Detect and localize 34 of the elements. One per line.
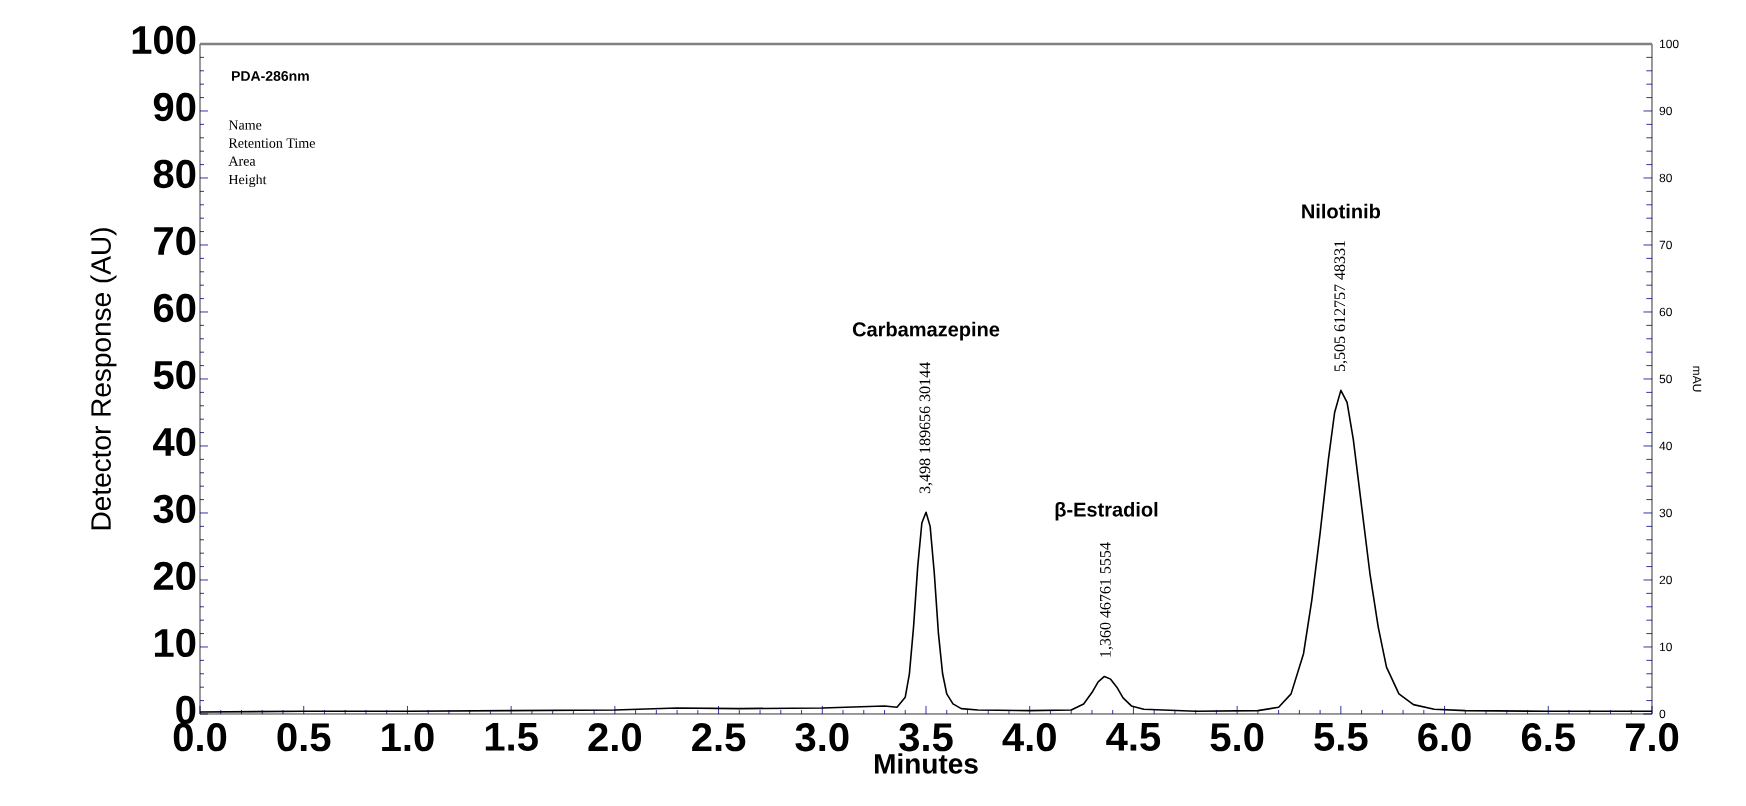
- annotation: β-Estradiol: [1055, 501, 1158, 521]
- y-tick-label: 20: [153, 561, 196, 591]
- x-tick-label: 0.0: [173, 723, 227, 752]
- x-tick-label: 3.0: [795, 723, 849, 752]
- x-tick-label: 5.0: [1210, 723, 1264, 752]
- y-tick-label: 0: [176, 695, 196, 725]
- x-tick-label: 7.0: [1625, 723, 1679, 752]
- x-tick-label: 4.5: [1106, 723, 1161, 751]
- y-tick-label: 40: [153, 427, 196, 457]
- y-tick-label: 30: [153, 494, 196, 524]
- x-axis-title: Minutes: [875, 753, 978, 774]
- y-axis-title: Detector Response (AU): [90, 228, 117, 530]
- x-tick-label: 6.5: [1521, 723, 1575, 752]
- x-tick-label: 4.0: [1002, 723, 1056, 752]
- annotation: Nilotinib: [1302, 203, 1381, 219]
- y-tick-label: 100: [132, 25, 196, 55]
- x-tick-label: 6.0: [1418, 723, 1471, 752]
- x-tick-label: 0.5: [277, 723, 331, 752]
- x-tick-label: 3.5: [899, 723, 953, 752]
- annotation: 3,498 189656 30144: [919, 362, 933, 494]
- annotation: 1,360 46761 5554: [1099, 542, 1113, 657]
- x-tick-label: 5.5: [1314, 723, 1368, 751]
- y-tick-label: 50: [153, 360, 196, 390]
- x-tick-label: 2.5: [692, 723, 746, 752]
- y-tick-label: 60: [153, 293, 196, 323]
- y-tick-label: 80: [153, 159, 196, 189]
- y-tick-label: 10: [154, 628, 196, 658]
- y-tick-label: 70: [154, 226, 196, 256]
- x-tick-label: 2.0: [588, 723, 642, 752]
- annotation: Carbamazepine: [852, 321, 1000, 341]
- y-tick-label: 90: [153, 92, 196, 122]
- x-tick-label: 1.0: [382, 723, 434, 752]
- annotation: 5,505 612757 48331: [1334, 240, 1348, 372]
- x-tick-label: 1.5: [485, 723, 538, 751]
